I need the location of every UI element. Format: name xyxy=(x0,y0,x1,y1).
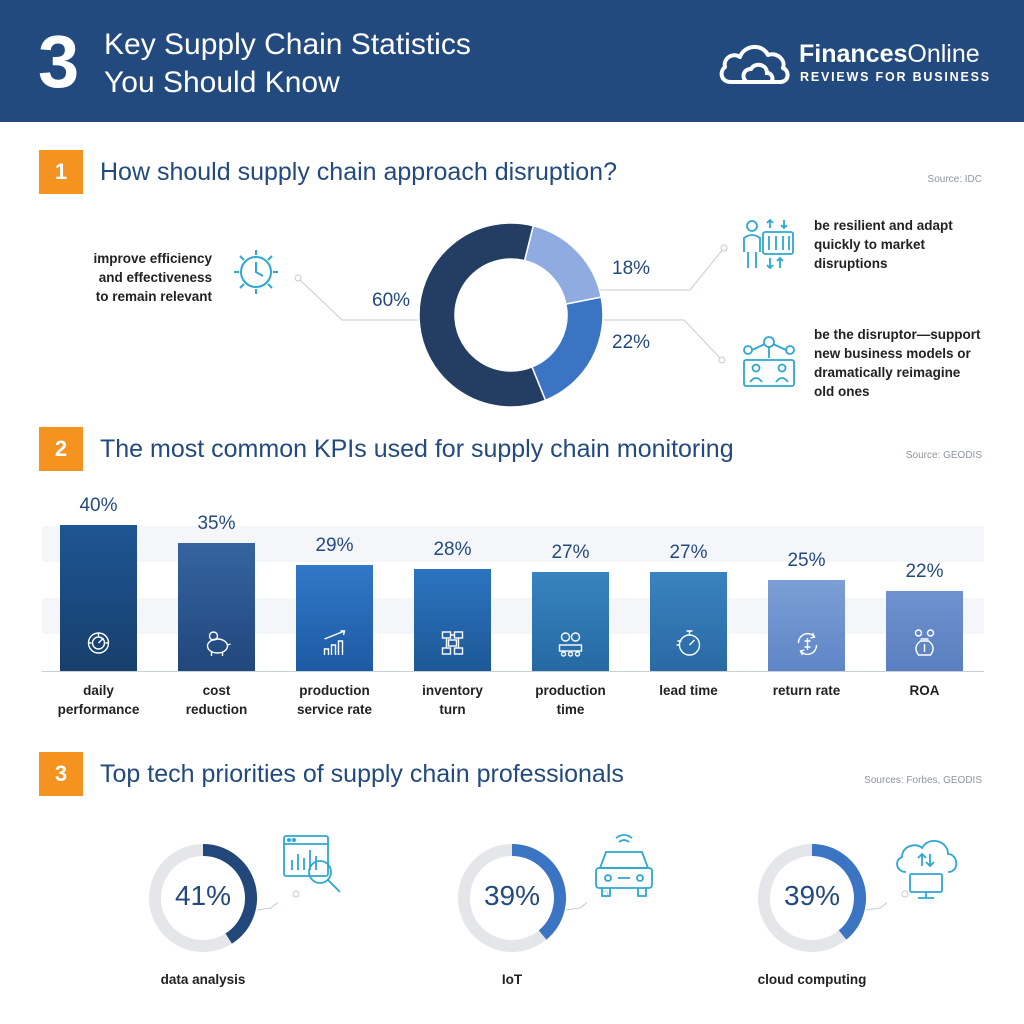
disruption-donut-chart xyxy=(418,222,604,408)
gauge-value-cloud-computing: 39% xyxy=(783,880,841,911)
disruptor-annotation-line4: old ones xyxy=(814,384,870,399)
donut-slice-resilient xyxy=(523,224,603,306)
section1-leader-lines xyxy=(294,244,728,364)
production-line-icon xyxy=(558,632,583,657)
bar-inventory-turn xyxy=(414,568,491,671)
brand-tagline: REVIEWS FOR BUSINESS xyxy=(800,70,991,84)
disruptor-team-icon xyxy=(743,336,795,387)
brand-name-bold: Finances xyxy=(799,40,908,68)
adapt-sliders-icon xyxy=(743,218,794,270)
section1-number-badge: 1 xyxy=(39,150,83,194)
disruptor-annotation: be the disruptor—support new business mo… xyxy=(814,325,1014,401)
page-title-line1: Key Supply Chain Statistics xyxy=(104,28,471,61)
bar-value-inventory-turn: 28% xyxy=(433,538,472,560)
section2-number-badge: 2 xyxy=(39,427,83,471)
bar-production-time xyxy=(532,572,609,671)
bar-label-return-rate: return rate xyxy=(772,683,841,698)
bar-value-return-rate: 25% xyxy=(787,549,826,571)
flow-diagram-icon xyxy=(441,631,464,655)
bar-label-production-service-rate: production service rate xyxy=(296,683,373,717)
section1-source: Source: IDC xyxy=(927,174,982,185)
disruptor-annotation-line3: dramatically reimagine xyxy=(814,365,961,380)
gauge-icon xyxy=(87,632,110,654)
section1-title: How should supply chain approach disrupt… xyxy=(100,158,617,186)
piggy-bank-icon xyxy=(206,631,231,656)
disruptor-annotation-line1: be the disruptor—support xyxy=(814,327,981,342)
gauge-label-data-analysis: data analysis xyxy=(160,972,246,987)
bar-roa xyxy=(886,590,963,671)
header-number: 3 xyxy=(38,20,80,103)
bar-value-lead-time: 27% xyxy=(669,542,708,564)
gear-clock-icon xyxy=(234,250,278,294)
cloud-logo-icon xyxy=(719,45,790,84)
bar-daily-performance xyxy=(60,525,137,671)
gauge-data-analysis xyxy=(149,844,278,952)
left-annotation: improve efficiency and effectiveness to … xyxy=(90,249,212,306)
gauge-cloud-computing xyxy=(758,844,887,952)
resilient-annotation: be resilient and adapt quickly to market… xyxy=(814,216,1004,273)
left-annotation-line3: to remain relevant xyxy=(95,289,212,304)
cloud-computing-icon xyxy=(896,840,958,899)
resilient-annotation-line2: quickly to market xyxy=(814,237,926,252)
gauge-leader-dot-data-analysis xyxy=(292,890,300,898)
section2-source: Source: GEODIS xyxy=(905,450,982,461)
gauge-leader-line-cloud-computing xyxy=(865,901,887,911)
donut-label-60: 60% xyxy=(372,290,411,311)
chart-baseline xyxy=(42,671,984,672)
left-annotation-line1: improve efficiency xyxy=(93,251,212,266)
bar-cost-reduction xyxy=(178,543,255,671)
donut-label-22: 22% xyxy=(612,332,651,353)
gauge-arc-cloud-computing xyxy=(811,844,866,940)
bar-lead-time xyxy=(650,572,727,671)
resilient-annotation-line3: disruptions xyxy=(814,256,888,271)
gauge-leader-dot-cloud-computing xyxy=(901,890,909,898)
section3-source: Sources: Forbes, GEODIS xyxy=(864,775,982,786)
gauge-arc-iot xyxy=(511,844,566,940)
bar-value-production-service-rate: 29% xyxy=(315,535,354,557)
bar-value-production-time: 27% xyxy=(551,542,590,564)
disruptor-annotation-line2: new business models or xyxy=(814,346,971,361)
page-title-line2: You Should Know xyxy=(104,66,340,99)
bar-label-lead-time: lead time xyxy=(659,683,718,698)
gauge-leader-line-data-analysis xyxy=(256,901,278,911)
gauge-value-data-analysis: 41% xyxy=(174,880,232,911)
section3-title: Top tech priorities of supply chain prof… xyxy=(100,760,624,788)
header-banner: 3 Key Supply Chain Statistics You Should… xyxy=(0,0,1024,122)
growth-chart-icon xyxy=(323,630,346,655)
section3-number-badge: 3 xyxy=(39,752,83,796)
page-title: Key Supply Chain Statistics You Should K… xyxy=(104,26,471,102)
brand-name-rest: Online xyxy=(907,40,980,68)
gauge-label-cloud-computing: cloud computing xyxy=(757,972,867,987)
brand-name: FinancesOnline xyxy=(799,40,980,68)
money-bag-icon xyxy=(914,629,935,656)
donut-label-18: 18% xyxy=(612,258,651,279)
gauge-label-iot: IoT xyxy=(501,972,523,987)
connected-car-icon xyxy=(595,834,653,897)
bar-value-cost-reduction: 35% xyxy=(197,513,236,535)
bar-label-roa: ROA xyxy=(909,683,940,698)
bar-label-production-time: production time xyxy=(535,683,606,717)
gauge-leader-line-iot xyxy=(565,901,587,911)
gauge-arc-data-analysis xyxy=(202,844,257,944)
stopwatch-icon xyxy=(676,630,701,656)
bar-value-daily-performance: 40% xyxy=(79,495,118,516)
bar-value-roa: 22% xyxy=(905,560,944,582)
donut-slice-disruptor xyxy=(531,296,604,402)
resilient-annotation-line1: be resilient and adapt xyxy=(814,218,953,233)
return-cycle-icon xyxy=(797,632,818,656)
data-analysis-icon xyxy=(283,835,341,893)
bar-label-daily-performance: daily performance xyxy=(57,683,140,717)
gauge-value-iot: 39% xyxy=(483,880,541,911)
bar-production-service-rate xyxy=(296,565,373,671)
gauge-iot xyxy=(458,844,587,952)
section2-title: The most common KPIs used for supply cha… xyxy=(100,435,734,463)
bar-label-inventory-turn: inventory turn xyxy=(422,683,483,717)
donut-slice-efficiency xyxy=(418,222,547,408)
bar-label-cost-reduction: cost reduction xyxy=(185,683,248,717)
left-annotation-line2: and effectiveness xyxy=(98,270,212,285)
bar-return-rate xyxy=(768,579,845,671)
